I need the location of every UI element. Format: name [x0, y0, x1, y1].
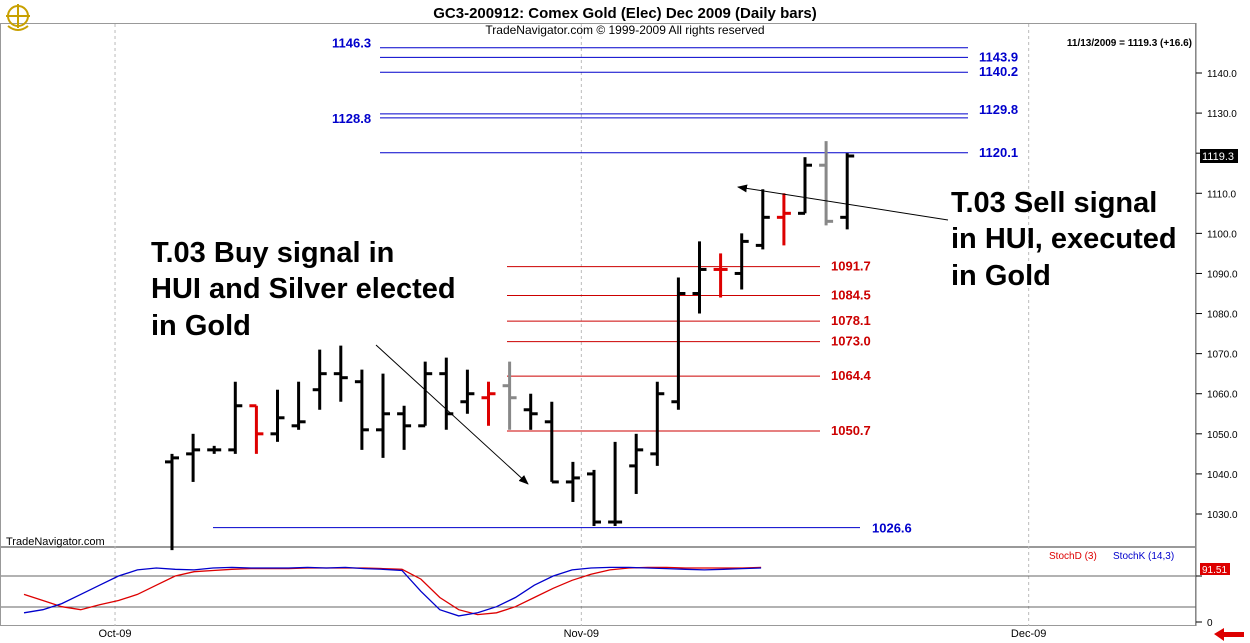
price-bar	[776, 193, 791, 246]
copyright-text: TradeNavigator.com © 1999-2009 All right…	[485, 23, 764, 37]
price-bar	[354, 369, 369, 450]
price-bar	[608, 441, 623, 527]
buy-signal-arrow	[375, 344, 529, 485]
price-bar	[629, 433, 644, 494]
y-tick-label: 1040.0	[1207, 470, 1238, 481]
level-label: 1050.7	[831, 423, 871, 438]
buy-signal-line-3: in Gold	[151, 310, 251, 342]
tradenavigator-logo	[6, 4, 30, 31]
x-tick-label: Nov-09	[564, 628, 599, 640]
date-axis: Oct-09 Nov-09 Dec-09	[99, 628, 1047, 640]
level-label: 1084.5	[831, 288, 871, 303]
level-label: 1091.7	[831, 259, 871, 274]
price-bar	[481, 381, 496, 426]
level-label: 1128.8	[332, 111, 371, 126]
level-label: 1129.8	[979, 102, 1018, 117]
sell-signal-arrow	[737, 184, 949, 221]
sell-signal-line-2: in HUI, executed	[951, 223, 1177, 255]
price-bar	[798, 157, 812, 215]
level-label: 1140.2	[979, 64, 1018, 79]
price-bar	[755, 189, 770, 250]
y-tick-label: 1060.0	[1207, 390, 1238, 401]
price-axis: 1030.0 1040.0 1050.0 1060.0 1070.0 1080.0 1090…	[1196, 69, 1238, 521]
level-label: 1120.1	[979, 145, 1018, 160]
price-bar	[840, 153, 855, 230]
price-bar	[207, 445, 222, 454]
level-label: 1064.4	[831, 368, 872, 383]
price-bar	[544, 401, 559, 484]
price-bar	[376, 373, 390, 458]
y-tick-label: 1100.0	[1207, 229, 1237, 240]
brand-text: TradeNavigator.com	[6, 536, 105, 548]
price-bar	[819, 141, 834, 226]
price-bar	[439, 357, 454, 430]
price-bar	[270, 389, 285, 442]
sell-signal-line-1: T.03 Sell signal	[951, 187, 1157, 219]
y-tick-label: 1050.0	[1207, 430, 1238, 441]
price-bar	[734, 233, 749, 290]
y-tick-label: 1080.0	[1207, 310, 1238, 321]
y-tick-label: 1130.0	[1207, 109, 1237, 120]
y-tick-label: 1070.0	[1207, 350, 1238, 361]
grid	[114, 24, 1030, 626]
price-bars	[165, 141, 855, 551]
level-label: 1146.3	[332, 36, 371, 51]
price-bar	[713, 253, 728, 298]
level-label: 1026.6	[872, 521, 912, 536]
sell-signal-annotation: T.03 Sell signal in HUI, executed in Gol…	[951, 187, 1177, 292]
price-bar	[460, 369, 475, 414]
price-bar	[587, 469, 601, 527]
sell-signal-line-3: in Gold	[951, 260, 1051, 292]
stoch-panel-frame	[0, 547, 1196, 626]
price-bar	[186, 433, 201, 482]
price-bar	[249, 404, 264, 454]
y-tick-label: 1030.0	[1207, 510, 1238, 521]
chart-title: GC3-200912: Comex Gold (Elec) Dec 2009 (…	[433, 5, 817, 22]
price-bar	[418, 361, 433, 428]
stoch-k-legend: StochK (14,3)	[1113, 551, 1174, 562]
stoch-d-line	[23, 566, 762, 616]
y-tick-label: 1090.0	[1207, 269, 1238, 280]
level-label: 1078.1	[831, 313, 871, 328]
svg-text:1119.3: 1119.3	[1202, 151, 1234, 163]
price-bar	[165, 453, 179, 551]
x-tick-label: Oct-09	[99, 628, 132, 640]
stoch-value-label: 91.51	[1202, 565, 1227, 576]
level-label: 1143.9	[979, 49, 1018, 64]
x-tick-label: Dec-09	[1011, 628, 1046, 640]
last-bar-readout: 11/13/2009 = 1119.3 (+16.6)	[1067, 38, 1192, 49]
buy-signal-annotation: T.03 Buy signal in HUI and Silver electe…	[151, 237, 456, 342]
y-tick-label: 1140.0	[1207, 69, 1237, 80]
price-bar	[523, 393, 538, 430]
stoch-k-line	[23, 566, 762, 617]
price-bar	[291, 381, 306, 430]
stochastic-panel: StochD (3) StochK (14,3) 91.51 0	[1, 551, 1230, 629]
last-price-tag: 1119.3	[1200, 149, 1238, 163]
price-bar	[228, 381, 243, 454]
stoch-value-tag	[1200, 563, 1230, 575]
price-bar	[397, 405, 412, 450]
price-bar	[650, 381, 665, 466]
price-bar	[692, 241, 707, 314]
buy-signal-line-2: HUI and Silver elected	[151, 273, 456, 305]
price-bar	[671, 277, 686, 410]
stoch-y-tick-label: 0	[1207, 618, 1213, 629]
stoch-d-legend: StochD (3)	[1049, 551, 1097, 562]
price-bar	[502, 361, 517, 430]
price-bar	[565, 461, 580, 502]
buy-signal-line-1: T.03 Buy signal in	[151, 237, 394, 269]
level-label: 1073.0	[831, 334, 871, 349]
price-bar	[312, 349, 327, 410]
scroll-left-icon[interactable]	[1210, 627, 1248, 641]
price-bar	[333, 345, 348, 402]
y-tick-label: 1110.0	[1207, 189, 1237, 200]
